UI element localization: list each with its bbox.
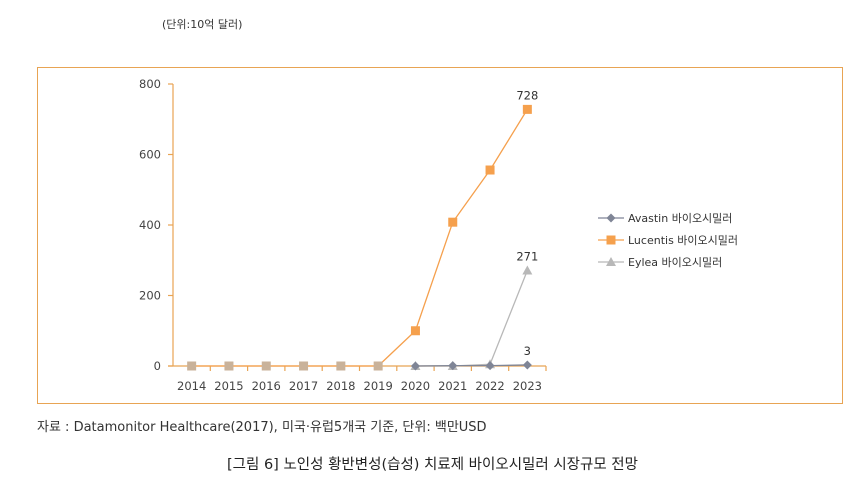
legend-label: Avastin 바이오시밀러: [628, 212, 733, 225]
data-point-lucentis: [224, 361, 234, 371]
data-point-lucentis: [522, 104, 532, 114]
chart-frame: [37, 67, 843, 404]
x-tick-label: 2017: [289, 379, 318, 393]
series-layer: [187, 104, 533, 371]
legend-swatch-eylea: [598, 257, 624, 266]
data-point-avastin: [522, 360, 532, 370]
y-tick-label: 0: [154, 359, 161, 373]
data-point-lucentis: [448, 217, 458, 227]
legend: Avastin 바이오시밀러 Lucentis 바이오시밀러 Eylea 바이오시밀…: [598, 207, 738, 273]
series-eylea: [410, 265, 533, 370]
x-tick-label: 2022: [475, 379, 504, 393]
legend-item-eylea: Eylea 바이오시밀러: [598, 251, 738, 273]
y-tick-label: 800: [139, 77, 161, 91]
labels-layer: 728 271 3: [516, 88, 538, 358]
y-tick-label: 200: [139, 289, 161, 303]
data-label-avastin: 3: [524, 344, 531, 358]
x-tick-label: 2018: [326, 379, 355, 393]
x-tick-label: 2014: [177, 379, 206, 393]
data-point-eylea: [522, 265, 533, 275]
data-label-lucentis: 728: [516, 88, 538, 102]
x-tick-label: 2019: [364, 379, 393, 393]
series-lucentis: [187, 104, 532, 371]
x-tick-label: 2016: [252, 379, 281, 393]
legend-swatch-avastin: [598, 213, 624, 223]
series-line-avastin: [415, 364, 528, 367]
data-point-lucentis: [299, 361, 309, 371]
series-avastin: [410, 360, 532, 371]
data-point-avastin: [410, 361, 420, 371]
series-line-eylea: [415, 270, 528, 367]
legend-item-lucentis: Lucentis 바이오시밀러: [598, 229, 738, 251]
source-note: 자료 : Datamonitor Healthcare(2017), 미국·유럽…: [37, 420, 487, 435]
data-point-avastin: [485, 361, 495, 371]
figure-caption: [그림 6] 노인성 황반변성(습성) 치료제 바이오시밀러 시장규모 전망: [227, 457, 638, 473]
axes: 0 200 400 600 800 2014 2015 2016 2017 2018 2019 202…: [139, 77, 547, 393]
legend-label: Eylea 바이오시밀러: [628, 256, 723, 269]
data-point-lucentis: [261, 361, 271, 371]
data-point-avastin: [448, 361, 458, 371]
legend-item-avastin: Avastin 바이오시밀러: [598, 207, 738, 229]
y-tick-label: 400: [139, 218, 161, 232]
x-tick-label: 2023: [513, 379, 542, 393]
data-point-lucentis: [373, 361, 383, 371]
legend-swatch-lucentis: [598, 235, 624, 245]
y-tick-label: 600: [139, 148, 161, 162]
data-point-lucentis: [187, 361, 197, 371]
data-point-lucentis: [336, 361, 346, 371]
unit-note: (단위:10억 달러): [162, 18, 243, 31]
data-label-eylea: 271: [516, 249, 538, 263]
series-line-lucentis: [191, 109, 528, 367]
data-point-lucentis: [410, 326, 420, 336]
legend-label: Lucentis 바이오시밀러: [628, 234, 739, 247]
data-point-lucentis: [485, 165, 495, 175]
x-tick-label: 2020: [401, 379, 430, 393]
x-tick-label: 2015: [214, 379, 243, 393]
x-tick-label: 2021: [438, 379, 467, 393]
